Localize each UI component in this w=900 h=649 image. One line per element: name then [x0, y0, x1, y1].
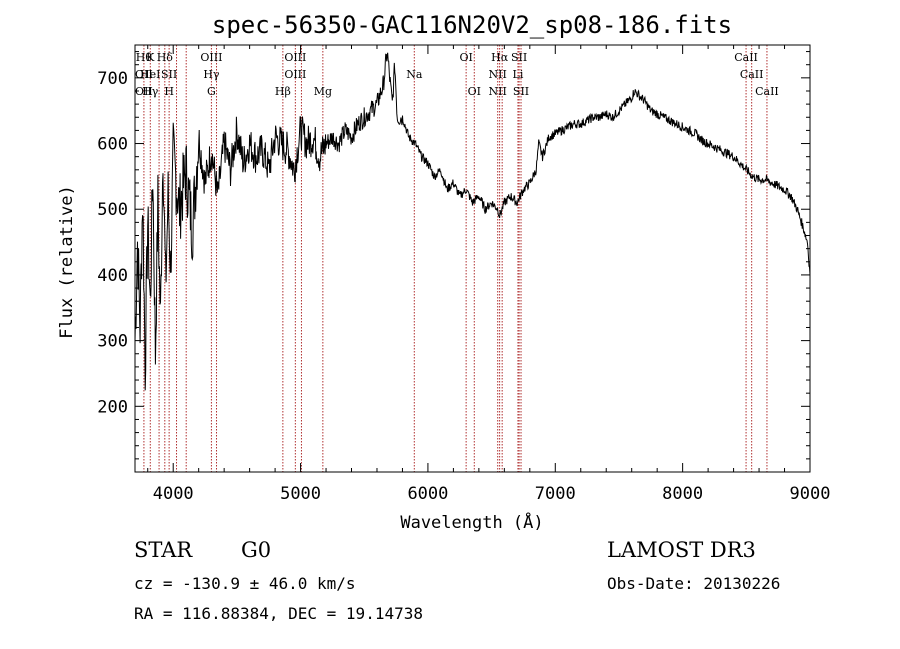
y-tick-label: 300: [97, 332, 128, 352]
y-tick-label: 500: [97, 200, 128, 220]
marker-label: OIII: [284, 68, 306, 81]
marker-label: Hβ: [275, 85, 291, 98]
x-axis-label: Wavelength (Å): [400, 511, 543, 533]
coords-label: RA = 116.88384, DEC = 19.14738: [134, 604, 423, 623]
marker-label: G: [207, 85, 216, 98]
spectrum-line: [134, 52, 811, 391]
marker-label: Hδ: [157, 51, 174, 64]
marker-label: OIII: [200, 51, 222, 64]
x-tick-label: 8000: [662, 484, 703, 504]
marker-label: Hα: [491, 51, 509, 64]
marker-label: HeI: [140, 68, 160, 81]
plot-frame: [134, 44, 811, 473]
marker-label: CaII: [734, 51, 758, 64]
marker-label: CaII: [755, 85, 779, 98]
y-tick-label: 700: [97, 69, 128, 89]
marker-label: Hθ: [136, 51, 153, 64]
marker-label: NII: [489, 68, 507, 81]
class-label: STAR: [134, 538, 193, 562]
redshift-label: cz = -130.9 ± 46.0 km/s: [134, 574, 356, 593]
subclass-label: G0: [241, 538, 272, 562]
marker-label: SII: [161, 68, 177, 81]
marker-label: Hγ: [142, 85, 159, 98]
y-axis-label: Flux (relative): [57, 185, 77, 339]
marker-label: OIII: [284, 51, 306, 64]
marker-label: OI: [459, 51, 472, 64]
x-tick-label: 5000: [280, 484, 321, 504]
marker-label: Na: [406, 68, 423, 81]
y-tick-label: 400: [97, 266, 128, 286]
y-tick-label: 200: [97, 397, 128, 417]
marker-label: OII: [135, 85, 153, 98]
marker-label: Li: [513, 68, 524, 81]
x-axis: 4000 5000 6000 7000 8000 9000: [147, 45, 831, 504]
marker-label: H: [164, 85, 174, 98]
marker-label: Hγ: [203, 68, 220, 81]
marker-label: Mg: [314, 85, 332, 98]
y-tick-label: 600: [97, 135, 128, 155]
marker-lines: [143, 45, 768, 472]
marker-label: NII: [489, 85, 507, 98]
x-tick-label: 7000: [535, 484, 576, 504]
x-tick-label: 9000: [790, 484, 831, 504]
y-axis: 200 300 400 500 600 700: [97, 51, 810, 460]
marker-label: SII: [513, 85, 529, 98]
marker-label: CaII: [740, 68, 764, 81]
x-tick-label: 4000: [153, 484, 194, 504]
marker-label: K: [146, 51, 155, 64]
obs-date-label: Obs-Date: 20130226: [607, 574, 781, 593]
chart-title: spec-56350-GAC116N20V2_sp08-186.fits: [212, 11, 732, 39]
marker-label: OI: [468, 85, 481, 98]
marker-label: SII: [511, 51, 527, 64]
survey-label: LAMOST DR3: [607, 538, 756, 562]
x-tick-label: 6000: [407, 484, 448, 504]
